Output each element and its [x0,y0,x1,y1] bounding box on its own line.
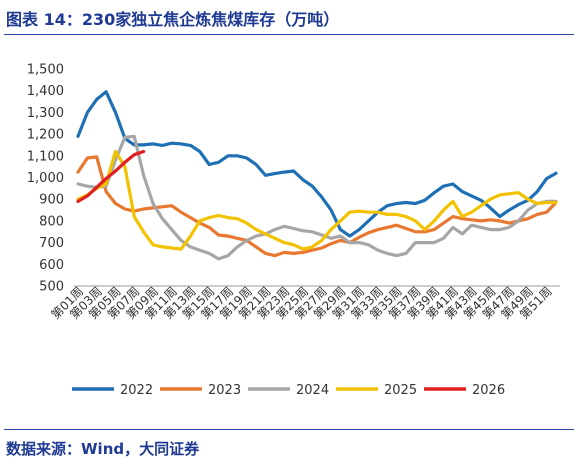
series-line-2024 [76,134,558,261]
series-line-2022 [76,90,558,238]
series-layer [76,90,558,261]
y-tick-label: 500 [39,280,64,295]
y-tick-label: 1,300 [27,106,64,121]
series-line-2025 [76,149,558,251]
series-line-2026 [76,149,146,203]
y-tick-label: 700 [39,236,64,251]
y-tick-label: 800 [39,214,64,229]
series-line-2023 [76,155,558,258]
legend-label-2023: 2023 [208,383,241,398]
legend-label-2024: 2024 [296,383,329,398]
source-rule [4,429,574,430]
y-tick-label: 1,500 [27,63,64,78]
legend-label-2026: 2026 [472,383,505,398]
y-tick-label: 900 [39,193,64,208]
y-tick-label: 1,200 [27,128,64,143]
title-rule [4,34,574,35]
y-tick-label: 600 [39,258,64,273]
y-tick-label: 1,400 [27,84,64,99]
legend-label-2022: 2022 [120,383,153,398]
legend-label-2025: 2025 [384,383,417,398]
legend: 2022 2023 2024 2025 2026 [72,383,505,398]
axis-layer: 1,500 1,400 1,300 1,200 1,100 1,000 900 800 700 6… [27,63,560,322]
y-tick-label: 1,000 [27,171,64,186]
y-tick-label: 1,100 [27,149,64,164]
data-source: 数据来源：Wind，大同证券 [6,440,200,458]
chart-title: 图表 14：230家独立焦企炼焦煤库存（万吨） [6,10,340,29]
